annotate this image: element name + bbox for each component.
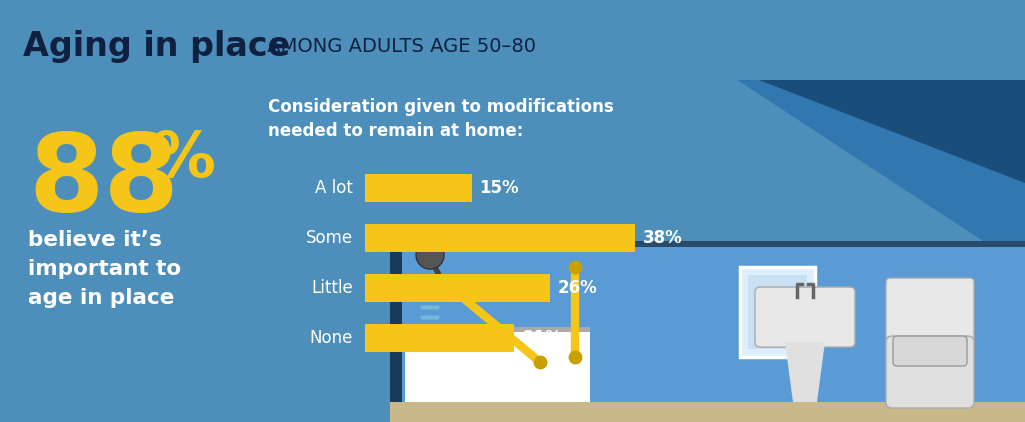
Bar	[365, 174, 472, 202]
Bar	[405, 327, 590, 332]
Text: 21%: 21%	[522, 329, 562, 347]
Bar	[390, 241, 1025, 247]
Polygon shape	[758, 80, 1025, 183]
Text: AMONG ADULTS AGE 50–80: AMONG ADULTS AGE 50–80	[261, 37, 536, 56]
Polygon shape	[615, 80, 1025, 268]
Text: Aging in place: Aging in place	[23, 30, 290, 63]
Text: 26%: 26%	[558, 279, 598, 297]
Text: Some: Some	[305, 229, 353, 247]
Bar	[405, 332, 590, 402]
Text: 15%: 15%	[480, 179, 520, 197]
Text: 88: 88	[28, 128, 179, 234]
Text: %: %	[152, 128, 216, 190]
Text: Consideration given to modifications
needed to remain at home:: Consideration given to modifications nee…	[268, 98, 614, 140]
Bar	[390, 402, 1025, 422]
Bar	[740, 267, 815, 357]
Bar	[365, 324, 515, 352]
Bar	[748, 275, 807, 349]
FancyBboxPatch shape	[886, 336, 974, 408]
Bar	[390, 247, 1025, 422]
Text: Little: Little	[312, 279, 353, 297]
Polygon shape	[785, 342, 825, 402]
Bar	[390, 247, 402, 402]
Bar	[365, 224, 636, 252]
Polygon shape	[580, 80, 1025, 268]
Text: 38%: 38%	[643, 229, 683, 247]
FancyBboxPatch shape	[755, 287, 855, 347]
Circle shape	[416, 241, 444, 269]
FancyBboxPatch shape	[886, 278, 974, 351]
Text: believe it’s
important to
age in place: believe it’s important to age in place	[28, 230, 181, 308]
FancyBboxPatch shape	[893, 336, 967, 366]
Text: A lot: A lot	[315, 179, 353, 197]
Text: None: None	[310, 329, 353, 347]
Bar	[365, 274, 549, 302]
